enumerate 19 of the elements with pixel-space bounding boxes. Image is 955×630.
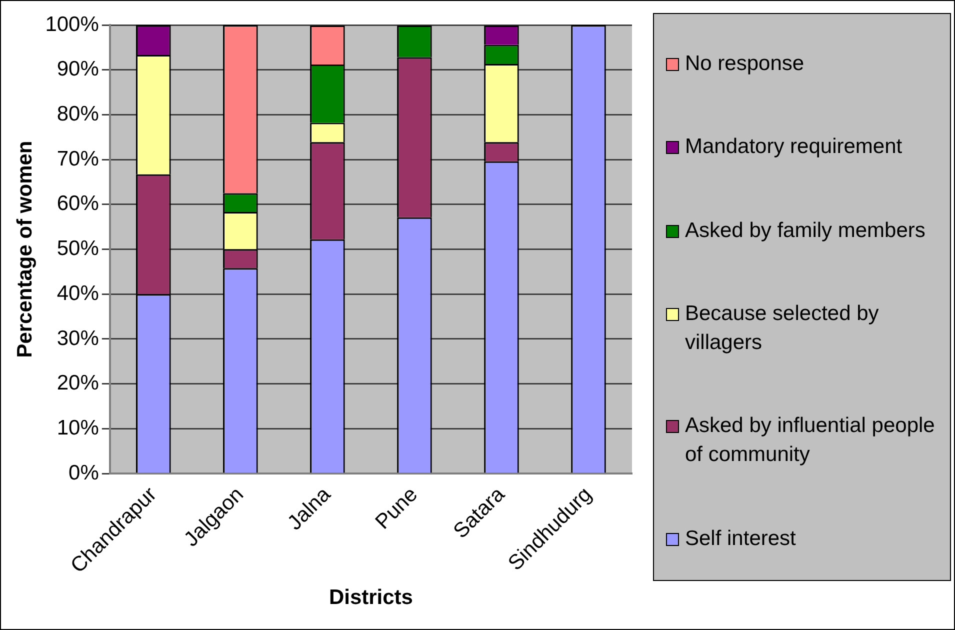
- y-tick-label: 10%: [56, 416, 99, 440]
- y-tick-label: 70%: [56, 147, 99, 170]
- legend-label: Mandatory requirement: [685, 134, 902, 160]
- y-axis-title: Percentage of women: [13, 140, 36, 358]
- legend-label: Asked by influential people of community: [685, 413, 936, 468]
- legend-label: Because selected by villagers: [685, 301, 880, 356]
- y-tick-label: 0%: [68, 461, 99, 484]
- legend-label: Self interest: [685, 526, 796, 552]
- y-tick-label: 20%: [56, 372, 99, 395]
- legend-label: Asked by family members: [685, 218, 926, 244]
- y-tick-label: 100%: [45, 12, 99, 36]
- y-tick-label: 50%: [56, 237, 99, 260]
- y-tick-label: 30%: [56, 326, 99, 350]
- y-tick-label: 90%: [56, 58, 99, 81]
- legend-label: No response: [685, 51, 804, 78]
- y-tick-label: 80%: [56, 102, 99, 126]
- x-axis-title: Districts: [328, 586, 413, 610]
- y-tick-label: 40%: [56, 282, 99, 305]
- y-tick-label: 60%: [56, 192, 99, 216]
